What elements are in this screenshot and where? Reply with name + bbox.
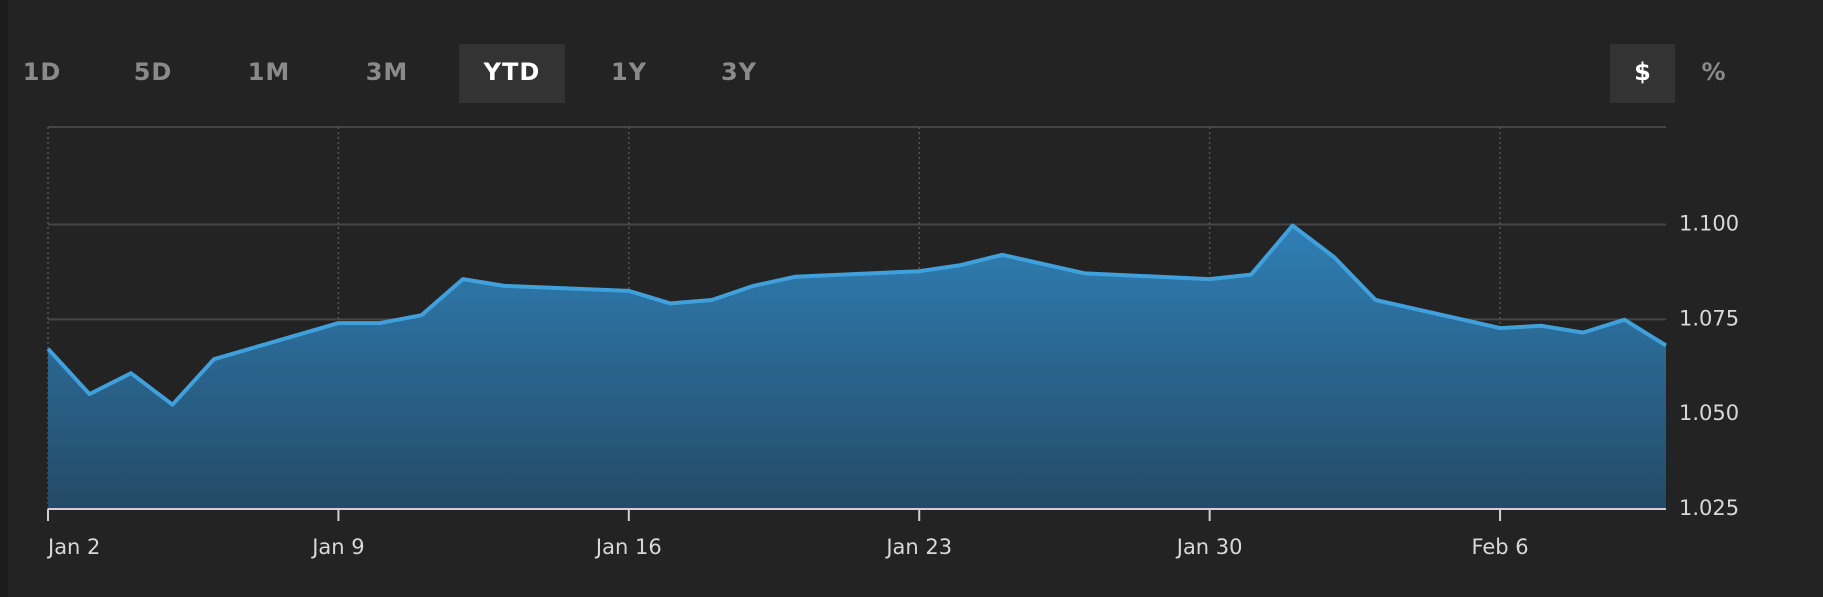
x-tick-label: Jan 2	[46, 535, 100, 559]
area-fill	[48, 225, 1666, 509]
unit-button[interactable]: $	[1634, 58, 1652, 86]
range-button[interactable]: YTD	[483, 58, 541, 86]
range-button-bg	[459, 44, 565, 103]
price-line	[46, 223, 1668, 407]
x-tick-label: Jan 23	[884, 535, 952, 559]
range-button[interactable]: 5D	[134, 58, 173, 86]
range-button[interactable]: 1Y	[611, 58, 647, 86]
range-button[interactable]: 3M	[366, 58, 409, 86]
x-tick-label: Jan 9	[310, 535, 364, 559]
unit-button-bg	[1610, 44, 1675, 103]
left-edge	[0, 0, 8, 597]
x-tick-label: Jan 30	[1175, 535, 1243, 559]
range-button[interactable]: 3Y	[721, 58, 757, 86]
x-tick-label: Jan 16	[594, 535, 662, 559]
unit-button[interactable]: %	[1701, 58, 1726, 86]
y-tick-label: 1.100	[1679, 211, 1739, 235]
range-button[interactable]: 1D	[23, 58, 62, 86]
range-button[interactable]: 1M	[248, 58, 291, 86]
x-tick-label: Feb 6	[1471, 535, 1528, 559]
y-tick-label: 1.075	[1679, 306, 1739, 330]
y-tick-label: 1.025	[1679, 496, 1739, 520]
y-tick-label: 1.050	[1679, 401, 1739, 425]
